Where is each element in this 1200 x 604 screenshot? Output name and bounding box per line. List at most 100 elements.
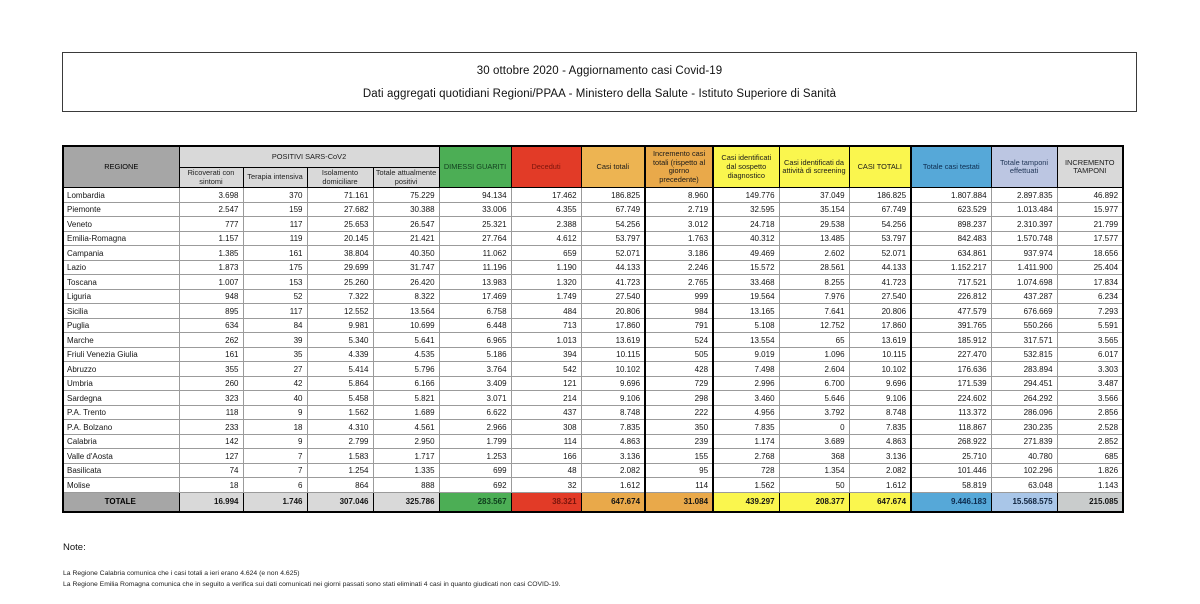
cell-tamponi: 102.296 <box>990 463 1058 479</box>
cell-sospetto: 49.469 <box>712 245 780 261</box>
total-cell-casi_totali: 647.674 <box>580 491 646 513</box>
cell-testati: 171.539 <box>910 376 992 392</box>
cell-casi_totali: 3.136 <box>580 448 646 464</box>
column-header-screening: Casi identificati da attività di screeni… <box>778 145 850 189</box>
cell-attualmente: 31.747 <box>372 260 440 276</box>
cell-casi_totali_2: 53.797 <box>848 231 912 247</box>
cell-sospetto: 7.835 <box>712 419 780 435</box>
cell-testati: 268.922 <box>910 434 992 450</box>
cell-terapia: 35 <box>242 347 308 363</box>
cell-screening: 28.561 <box>778 260 850 276</box>
cell-deceduti: 48 <box>510 463 582 479</box>
cell-attualmente: 10.699 <box>372 318 440 334</box>
cell-incremento_casi: 729 <box>644 376 714 392</box>
cell-dimessi: 5.186 <box>438 347 512 363</box>
cell-tamponi: 63.048 <box>990 477 1058 493</box>
cell-ricoverati: 355 <box>178 361 244 377</box>
cell-deceduti: 484 <box>510 303 582 319</box>
column-header-attualmente: Totale attualmente positivi <box>372 166 440 189</box>
cell-tamponi: 937.974 <box>990 245 1058 261</box>
cell-attualmente: 4.535 <box>372 347 440 363</box>
cell-isolamento: 5.458 <box>306 390 374 406</box>
cell-tamponi: 1.411.900 <box>990 260 1058 276</box>
cell-attualmente: 30.388 <box>372 202 440 218</box>
cell-tamponi: 1.074.698 <box>990 274 1058 290</box>
cell-incremento_casi: 222 <box>644 405 714 421</box>
cell-incremento_casi: 8.960 <box>644 187 714 203</box>
total-cell-terapia: 1.746 <box>242 491 308 513</box>
cell-deceduti: 214 <box>510 390 582 406</box>
cell-testati: 634.861 <box>910 245 992 261</box>
cell-incremento_tamponi: 46.892 <box>1056 187 1124 203</box>
cell-incremento_casi: 2.765 <box>644 274 714 290</box>
total-cell-attualmente: 325.786 <box>372 491 440 513</box>
cell-casi_totali_2: 20.806 <box>848 303 912 319</box>
cell-casi_totali_2: 44.133 <box>848 260 912 276</box>
cell-sospetto: 32.595 <box>712 202 780 218</box>
cell-dimessi: 3.409 <box>438 376 512 392</box>
region-row: Lombardia 3.698 370 71.161 75.229 94.134 17.46… <box>62 187 1124 203</box>
cell-casi_totali_2: 17.860 <box>848 318 912 334</box>
cell-casi_totali: 20.806 <box>580 303 646 319</box>
cell-regione: Sicilia <box>62 303 180 319</box>
cell-tamponi: 264.292 <box>990 390 1058 406</box>
cell-testati: 391.765 <box>910 318 992 334</box>
cell-casi_totali: 44.133 <box>580 260 646 276</box>
covid-data-table: REGIONE POSITIVI SARS-CoV2 DIMESSI GUARITI… <box>62 145 1125 513</box>
cell-tamponi: 2.310.397 <box>990 216 1058 232</box>
region-row: Calabria 142 9 2.799 2.950 1.799 114 4.863 239 1.… <box>62 434 1124 450</box>
cell-casi_totali_2: 67.749 <box>848 202 912 218</box>
cell-casi_totali: 8.748 <box>580 405 646 421</box>
cell-terapia: 7 <box>242 448 308 464</box>
cell-attualmente: 8.322 <box>372 289 440 305</box>
cell-screening: 7.976 <box>778 289 850 305</box>
cell-incremento_tamponi: 2.852 <box>1056 434 1124 450</box>
cell-sospetto: 728 <box>712 463 780 479</box>
column-header-sospetto: Casi identificati dal sospetto diagnosti… <box>712 145 780 189</box>
cell-screening: 5.646 <box>778 390 850 406</box>
cell-isolamento: 5.340 <box>306 332 374 348</box>
cell-dimessi: 6.448 <box>438 318 512 334</box>
cell-screening: 2.604 <box>778 361 850 377</box>
cell-sospetto: 9.019 <box>712 347 780 363</box>
cell-testati: 25.710 <box>910 448 992 464</box>
cell-terapia: 117 <box>242 303 308 319</box>
cell-deceduti: 1.013 <box>510 332 582 348</box>
cell-terapia: 39 <box>242 332 308 348</box>
cell-incremento_tamponi: 685 <box>1056 448 1124 464</box>
cell-casi_totali_2: 8.748 <box>848 405 912 421</box>
cell-testati: 623.529 <box>910 202 992 218</box>
cell-incremento_casi: 428 <box>644 361 714 377</box>
cell-isolamento: 38.804 <box>306 245 374 261</box>
cell-attualmente: 1.335 <box>372 463 440 479</box>
cell-tamponi: 283.894 <box>990 361 1058 377</box>
cell-incremento_casi: 1.763 <box>644 231 714 247</box>
cell-casi_totali: 13.619 <box>580 332 646 348</box>
cell-tamponi: 40.780 <box>990 448 1058 464</box>
cell-regione: Puglia <box>62 318 180 334</box>
cell-regione: P.A. Bolzano <box>62 419 180 435</box>
cell-incremento_casi: 298 <box>644 390 714 406</box>
cell-ricoverati: 74 <box>178 463 244 479</box>
cell-dimessi: 33.006 <box>438 202 512 218</box>
cell-incremento_casi: 791 <box>644 318 714 334</box>
column-header-tamponi: Totale tamponi effettuati <box>990 145 1058 189</box>
cell-ricoverati: 142 <box>178 434 244 450</box>
cell-attualmente: 5.796 <box>372 361 440 377</box>
cell-attualmente: 75.229 <box>372 187 440 203</box>
cell-tamponi: 1.013.484 <box>990 202 1058 218</box>
cell-tamponi: 676.669 <box>990 303 1058 319</box>
cell-casi_totali: 10.115 <box>580 347 646 363</box>
cell-isolamento: 12.552 <box>306 303 374 319</box>
column-header-dimessi: DIMESSI GUARITI <box>438 145 512 189</box>
cell-ricoverati: 634 <box>178 318 244 334</box>
cell-casi_totali_2: 4.863 <box>848 434 912 450</box>
total-cell-isolamento: 307.046 <box>306 491 374 513</box>
cell-tamponi: 1.570.748 <box>990 231 1058 247</box>
cell-casi_totali: 41.723 <box>580 274 646 290</box>
column-header-incremento_casi: Incremento casi totali (rispetto al gior… <box>644 145 714 189</box>
cell-dimessi: 1.253 <box>438 448 512 464</box>
cell-incremento_tamponi: 3.487 <box>1056 376 1124 392</box>
cell-regione: Lombardia <box>62 187 180 203</box>
cell-ricoverati: 948 <box>178 289 244 305</box>
